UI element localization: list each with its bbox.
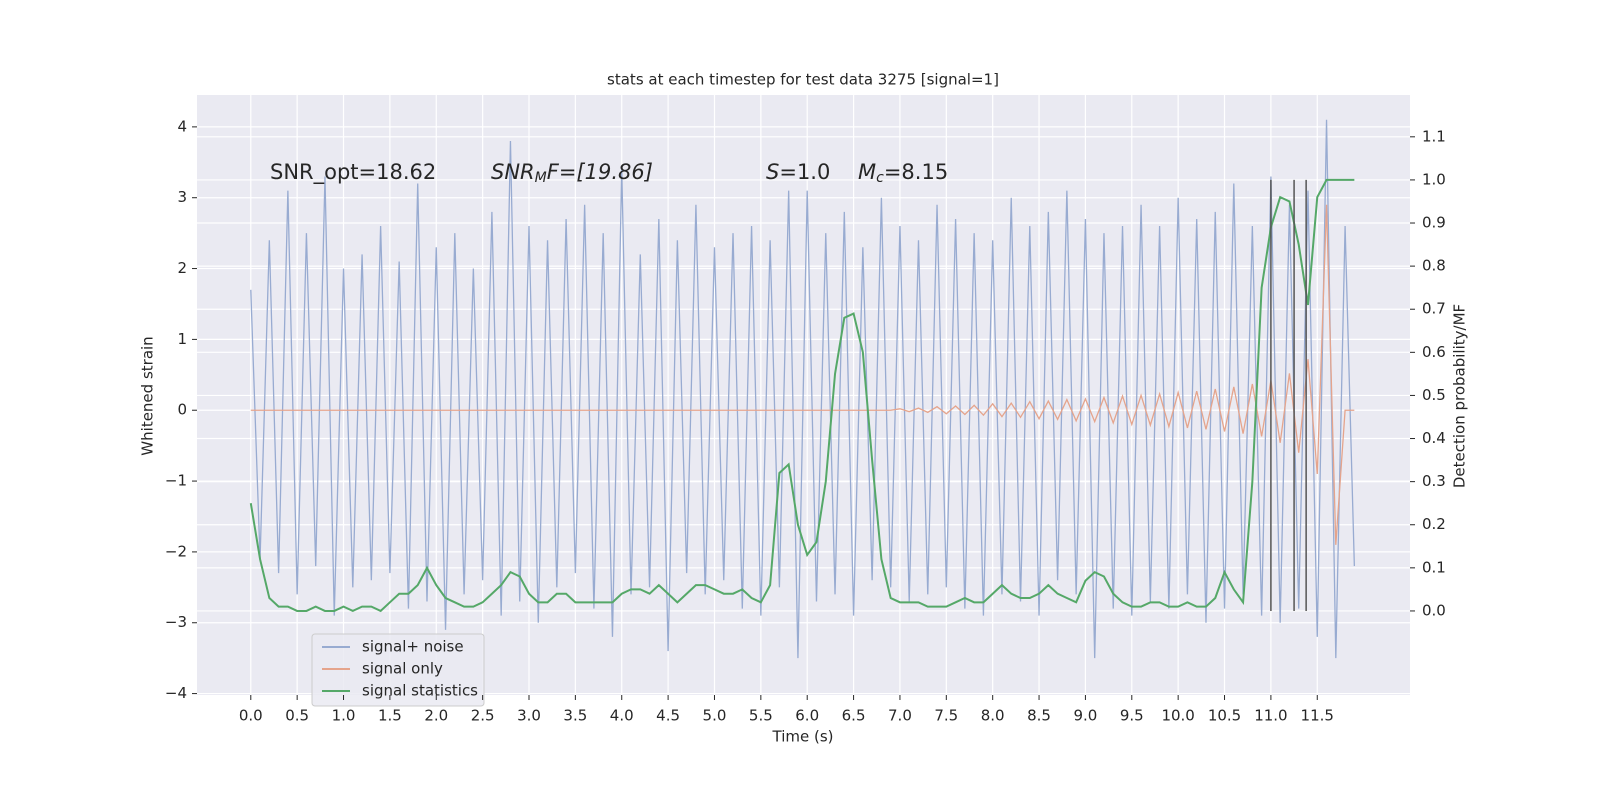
x-tick-label: 9.0 xyxy=(1073,707,1097,725)
annotation-text: SNR xyxy=(491,160,535,184)
y2-tick-label: 0.6 xyxy=(1422,343,1446,361)
legend-label: signal only xyxy=(362,660,443,678)
y-tick-label: 1 xyxy=(177,330,187,348)
y2-tick-label: 0.7 xyxy=(1422,300,1446,318)
x-tick-label: 7.5 xyxy=(934,707,958,725)
annotation-text: SNR_opt=18.62 xyxy=(270,160,436,185)
annotation-text: =8.15 xyxy=(884,160,948,184)
x-tick-label: 1.0 xyxy=(332,707,356,725)
x-tick-label: 11.0 xyxy=(1254,707,1287,725)
annotation: SNR_opt=18.62 xyxy=(270,160,436,185)
x-tick-label: 8.5 xyxy=(1027,707,1051,725)
x-tick-label: 3.5 xyxy=(563,707,587,725)
legend-label: signal+ noise xyxy=(362,638,464,656)
marks xyxy=(249,119,1356,659)
y2-tick-label: 0.8 xyxy=(1422,257,1446,275)
x-tick-label: 5.5 xyxy=(749,707,773,725)
y2-tick-label: 0.2 xyxy=(1422,515,1446,533)
series-line xyxy=(249,178,1355,613)
y2-tick-label: 1.1 xyxy=(1422,127,1446,145)
y-tick-label: −1 xyxy=(165,472,187,490)
series-line xyxy=(250,119,1356,659)
y-tick-label: 0 xyxy=(177,401,187,419)
x-tick-label: 0.5 xyxy=(285,707,309,725)
x-tick-label: 4.0 xyxy=(610,707,634,725)
x-tick-label: 10.5 xyxy=(1208,707,1241,725)
x-tick-label: 0.0 xyxy=(239,707,263,725)
y-tick-label: 4 xyxy=(177,117,187,135)
annotation: S=1.0 xyxy=(766,160,830,184)
y-tick-label: −3 xyxy=(165,613,187,631)
annotation: SNRMF=[19.86] xyxy=(491,160,653,186)
y-axis-label: Whitened strain xyxy=(139,336,157,455)
x-tick-label: 10.0 xyxy=(1161,707,1194,725)
y2-tick-label: 1.0 xyxy=(1422,170,1446,188)
annotation-text: S xyxy=(766,160,779,184)
x-tick-label: 7.0 xyxy=(888,707,912,725)
x-tick-label: 6.5 xyxy=(842,707,866,725)
x-tick-label: 2.0 xyxy=(424,707,448,725)
legend: signal+ noise signal only signal statistic… xyxy=(311,633,485,707)
legend-box xyxy=(311,633,485,707)
annotation: Mc=8.15 xyxy=(858,160,948,186)
x-tick-label: 3.0 xyxy=(517,707,541,725)
chart-title: stats at each timestep for test data 327… xyxy=(607,71,999,89)
x-tick-label: 8.0 xyxy=(981,707,1005,725)
annotation-subscript: M xyxy=(535,170,547,186)
y-tick-label: 3 xyxy=(177,188,187,206)
annotation-text: =1.0 xyxy=(779,160,830,184)
x-tick-label: 5.0 xyxy=(703,707,727,725)
x-tick-label: 2.5 xyxy=(471,707,495,725)
legend-label: signal statistics xyxy=(362,682,478,700)
x-tick-label: 11.5 xyxy=(1301,707,1334,725)
y-tick-label: −2 xyxy=(165,542,187,560)
series-line xyxy=(250,204,1355,545)
y2-tick-label: 0.9 xyxy=(1422,214,1446,232)
annotation-text: F=[19.86] xyxy=(547,160,653,184)
x-axis-label: Time (s) xyxy=(772,728,834,746)
y2-tick-label: 0.3 xyxy=(1422,472,1446,490)
y-tick-label: −4 xyxy=(165,684,187,702)
annotation-text: M xyxy=(858,160,876,184)
y2-tick-label: 0.0 xyxy=(1422,601,1446,619)
y2-tick-label: 0.4 xyxy=(1422,429,1446,447)
y-tick-label: 2 xyxy=(177,259,187,277)
x-tick-label: 1.5 xyxy=(378,707,402,725)
annotation-subscript: c xyxy=(876,170,884,186)
x-tick-label: 4.5 xyxy=(656,707,680,725)
y2-axis-label: Detection probability/MF xyxy=(1451,304,1469,488)
x-tick-label: 9.5 xyxy=(1120,707,1144,725)
y2-tick-label: 0.1 xyxy=(1422,558,1446,576)
x-tick-label: 6.0 xyxy=(795,707,819,725)
y2-tick-label: 0.5 xyxy=(1422,386,1446,404)
